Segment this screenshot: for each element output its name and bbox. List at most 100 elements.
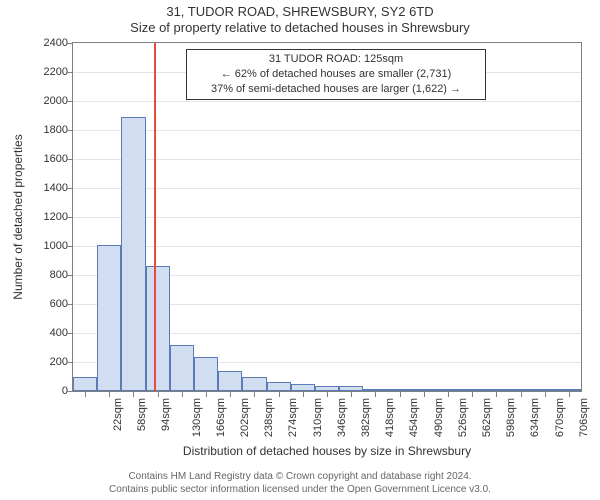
histogram-bar [170, 345, 194, 391]
x-tick-label: 598sqm [505, 398, 517, 437]
y-axis-label: Number of detached properties [11, 134, 25, 299]
y-tick-label: 200 [40, 356, 68, 368]
x-tick-label: 310sqm [312, 398, 324, 437]
y-tick-mark [67, 43, 72, 44]
y-tick-label: 2000 [40, 95, 68, 107]
y-tick-mark [67, 304, 72, 305]
y-tick-mark [67, 101, 72, 102]
chart-container: 31, TUDOR ROAD, SHREWSBURY, SY2 6TD Size… [0, 0, 600, 500]
x-tick-mark [303, 392, 304, 397]
histogram-bar [387, 389, 411, 391]
y-tick-mark [67, 159, 72, 160]
x-tick-label: 670sqm [554, 398, 566, 437]
x-tick-label: 238sqm [263, 398, 275, 437]
x-tick-label: 418sqm [384, 398, 396, 437]
x-tick-label: 202sqm [239, 398, 251, 437]
histogram-bar [484, 389, 508, 391]
y-tick-label: 1000 [40, 240, 68, 252]
plot-area: 31 TUDOR ROAD: 125sqm ← 62% of detached … [72, 42, 582, 392]
x-tick-label: 166sqm [215, 398, 227, 437]
y-tick-label: 1800 [40, 124, 68, 136]
y-tick-mark [67, 362, 72, 363]
y-tick-label: 0 [40, 385, 68, 397]
histogram-bar [194, 357, 218, 391]
x-tick-label: 22sqm [112, 398, 124, 431]
histogram-bar [218, 371, 242, 391]
y-tick-mark [67, 275, 72, 276]
annotation-line-2: ← 62% of detached houses are smaller (2,… [193, 67, 479, 82]
chart-title-sub: Size of property relative to detached ho… [0, 20, 600, 35]
y-tick-label: 600 [40, 298, 68, 310]
x-tick-mark [85, 392, 86, 397]
x-tick-mark [254, 392, 255, 397]
histogram-bar [508, 389, 532, 391]
x-tick-mark [327, 392, 328, 397]
x-tick-label: 382sqm [360, 398, 372, 437]
y-tick-label: 1400 [40, 182, 68, 194]
chart-title-main: 31, TUDOR ROAD, SHREWSBURY, SY2 6TD [0, 4, 600, 19]
histogram-bar [460, 389, 484, 391]
x-tick-label: 274sqm [288, 398, 300, 437]
histogram-bar [339, 386, 363, 391]
histogram-bar [291, 384, 315, 391]
y-tick-label: 400 [40, 327, 68, 339]
x-tick-label: 562sqm [481, 398, 493, 437]
histogram-bar [436, 389, 460, 391]
gridline-horizontal [73, 159, 581, 160]
histogram-bar [315, 386, 339, 391]
histogram-bar [363, 389, 387, 391]
footer-line-2: Contains public sector information licen… [0, 484, 600, 497]
x-tick-label: 706sqm [578, 398, 590, 437]
y-tick-label: 1200 [40, 211, 68, 223]
histogram-bar [267, 382, 291, 391]
x-tick-mark [206, 392, 207, 397]
gridline-horizontal [73, 130, 581, 131]
x-axis-label: Distribution of detached houses by size … [72, 444, 582, 458]
x-tick-mark [182, 392, 183, 397]
y-tick-mark [67, 217, 72, 218]
x-tick-mark [158, 392, 159, 397]
x-tick-mark [351, 392, 352, 397]
annotation-line-1: 31 TUDOR ROAD: 125sqm [193, 52, 479, 67]
x-tick-mark [569, 392, 570, 397]
histogram-bar [557, 389, 581, 391]
histogram-bar [121, 117, 145, 391]
histogram-bar [412, 389, 436, 391]
property-marker-line [154, 43, 156, 391]
x-tick-mark [279, 392, 280, 397]
y-tick-mark [67, 188, 72, 189]
x-tick-mark [400, 392, 401, 397]
y-tick-mark [67, 333, 72, 334]
x-tick-mark [472, 392, 473, 397]
x-tick-label: 634sqm [529, 398, 541, 437]
histogram-bar [73, 377, 97, 391]
x-tick-label: 94sqm [161, 398, 173, 431]
x-tick-mark [545, 392, 546, 397]
y-tick-mark [67, 130, 72, 131]
x-tick-label: 130sqm [191, 398, 203, 437]
histogram-bar [146, 266, 170, 391]
histogram-bar [533, 389, 557, 391]
x-tick-mark [424, 392, 425, 397]
y-tick-label: 1600 [40, 153, 68, 165]
gridline-horizontal [73, 101, 581, 102]
x-tick-mark [521, 392, 522, 397]
footer-attribution: Contains HM Land Registry data © Crown c… [0, 471, 600, 496]
x-tick-label: 58sqm [136, 398, 148, 431]
histogram-bar [97, 245, 121, 391]
x-tick-label: 526sqm [457, 398, 469, 437]
y-tick-mark [67, 391, 72, 392]
gridline-horizontal [73, 188, 581, 189]
x-tick-label: 454sqm [409, 398, 421, 437]
y-tick-label: 2400 [40, 37, 68, 49]
x-tick-label: 346sqm [336, 398, 348, 437]
footer-line-1: Contains HM Land Registry data © Crown c… [0, 471, 600, 484]
histogram-bar [242, 377, 266, 391]
x-tick-mark [109, 392, 110, 397]
x-tick-label: 490sqm [433, 398, 445, 437]
y-tick-label: 2200 [40, 66, 68, 78]
gridline-horizontal [73, 217, 581, 218]
annotation-line-3: 37% of semi-detached houses are larger (… [193, 82, 479, 97]
gridline-horizontal [73, 246, 581, 247]
x-tick-mark [375, 392, 376, 397]
